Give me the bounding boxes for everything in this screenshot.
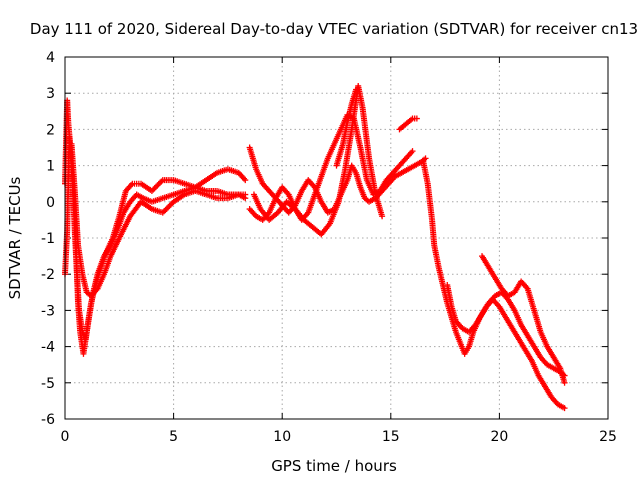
y-tick-label: 1 bbox=[46, 159, 55, 175]
data-point bbox=[561, 405, 568, 412]
y-tick-label: -5 bbox=[41, 376, 55, 392]
x-tick-label: 5 bbox=[169, 429, 178, 445]
chart-title: Day 111 of 2020, Sidereal Day-to-day VTE… bbox=[30, 20, 638, 38]
data-point bbox=[242, 177, 249, 184]
data-points bbox=[62, 82, 568, 412]
data-point bbox=[422, 155, 429, 162]
y-tick-label: -4 bbox=[41, 340, 55, 356]
x-tick-label: 25 bbox=[599, 429, 617, 445]
x-axis-label: GPS time / hours bbox=[271, 457, 397, 475]
y-tick-label: -2 bbox=[41, 267, 55, 283]
y-tick-label: 0 bbox=[46, 195, 55, 211]
data-point bbox=[353, 86, 360, 93]
data-point bbox=[409, 148, 416, 155]
y-tick-label: -3 bbox=[41, 303, 55, 319]
data-point bbox=[242, 191, 249, 198]
y-tick-label: 4 bbox=[46, 50, 55, 66]
y-tick-label: -1 bbox=[41, 231, 55, 247]
y-tick-label: -6 bbox=[41, 412, 55, 428]
axis-ticks: 0 5 10 15 20 25 -6 -5 -4 -3 -2 -1 0 1 2 3 4 bbox=[41, 50, 617, 445]
plot-area-frame bbox=[64, 56, 609, 420]
data-point bbox=[561, 379, 568, 386]
y-tick-label: 3 bbox=[46, 86, 55, 102]
x-tick-label: 10 bbox=[273, 429, 291, 445]
x-tick-label: 0 bbox=[61, 429, 70, 445]
y-tick-label: 2 bbox=[46, 122, 55, 138]
grid-lines bbox=[65, 57, 608, 419]
x-tick-label: 15 bbox=[382, 429, 400, 445]
data-point bbox=[379, 213, 386, 220]
x-tick-label: 20 bbox=[490, 429, 508, 445]
y-axis-label: SDTVAR / TECUs bbox=[6, 176, 24, 299]
data-point bbox=[413, 115, 420, 122]
